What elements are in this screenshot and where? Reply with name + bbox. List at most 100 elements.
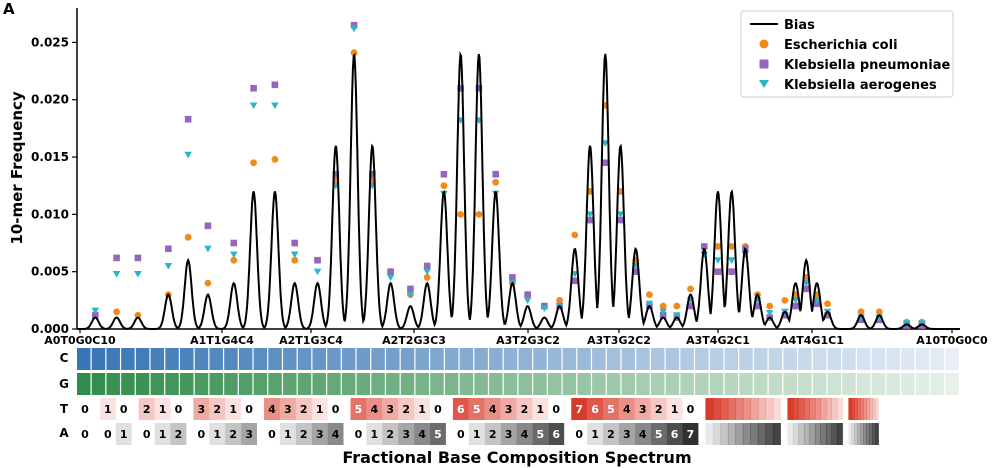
row-c-segment <box>415 348 429 370</box>
row-g-segment <box>224 373 238 395</box>
row-g-segment <box>268 373 282 395</box>
row-c-segment <box>621 348 636 370</box>
row-t-cell <box>650 398 667 420</box>
kaero-point <box>700 251 709 259</box>
row-c-segment <box>459 348 474 370</box>
row-g-segment <box>739 373 753 395</box>
row-t-number: 0 <box>552 403 560 416</box>
row-g-segment <box>106 373 120 395</box>
row-t-cell <box>99 398 116 420</box>
y-tick-label: 0.020 <box>31 93 69 107</box>
row-t-number: 0 <box>81 403 89 416</box>
kpneu-point <box>314 256 321 264</box>
kaero-point <box>645 300 654 308</box>
row-c-segment <box>901 348 915 370</box>
row-c-segment <box>194 348 209 370</box>
row-g-segment <box>621 373 636 395</box>
row-a-number: 4 <box>639 428 647 441</box>
row-g-segment <box>709 373 724 395</box>
row-c-segment <box>842 348 856 370</box>
ecoli-point <box>714 243 722 250</box>
row-a-tail <box>750 423 759 445</box>
row-g-segment <box>856 373 871 395</box>
row-a-tail <box>757 423 766 445</box>
row-a-tail <box>814 423 821 445</box>
kaero-point <box>586 211 594 218</box>
row-g-segment <box>356 373 371 395</box>
row-c-segment <box>91 348 106 370</box>
kpneu-point <box>700 243 708 250</box>
row-g-segment <box>518 373 533 395</box>
kaero-point <box>112 270 121 278</box>
row-a-number: 2 <box>229 428 237 441</box>
row-t-cell <box>634 398 651 420</box>
kaero-point <box>601 140 610 147</box>
row-t-number: 1 <box>418 403 426 416</box>
row-a-tail <box>809 423 816 445</box>
row-c-segment <box>753 348 768 370</box>
row-c-segment <box>77 348 91 370</box>
kpneu-point <box>571 277 579 285</box>
row-c-segment <box>812 348 827 370</box>
row-t-number: 3 <box>284 403 292 416</box>
row-t-cell <box>414 398 430 420</box>
ecoli-point <box>492 178 500 186</box>
row-t-cell <box>295 398 312 420</box>
row-g-segment <box>724 373 739 395</box>
row-a-number: 5 <box>434 428 442 441</box>
row-a-number: 6 <box>552 428 560 441</box>
row-a-number: 4 <box>521 428 529 441</box>
row-t-number: 2 <box>143 403 151 416</box>
row-a-number: 4 <box>332 428 340 441</box>
row-a-cell <box>170 423 187 445</box>
kpneu-point <box>407 285 414 293</box>
row-t-cell <box>618 398 635 420</box>
ecoli-point <box>457 210 465 218</box>
kaero-point <box>184 151 192 159</box>
row-g-segment <box>474 373 488 395</box>
legend-frame <box>740 10 954 98</box>
kpneu-point <box>632 268 640 275</box>
row-t-number: 3 <box>639 403 647 416</box>
legend-label-kaero: Klebsiella aerogenes <box>784 78 937 93</box>
kpneu-point <box>802 285 810 293</box>
row-t-number: 6 <box>457 403 465 416</box>
row-t-tail <box>803 398 810 420</box>
row-t-number: 0 <box>245 403 253 416</box>
kaero-point <box>813 297 821 304</box>
row-t-cell <box>193 398 210 420</box>
kpneu-point <box>423 262 431 270</box>
row-t-number: 7 <box>575 403 583 416</box>
row-a-cell <box>209 423 226 445</box>
row-c-segment <box>665 348 680 370</box>
kpneu-point <box>509 274 516 281</box>
kpneu-point <box>524 291 531 298</box>
row-t-tail <box>860 398 864 420</box>
row-t-number: 5 <box>473 403 481 416</box>
row-t-cell <box>398 398 415 420</box>
row-a-tail <box>825 423 832 445</box>
row-a-cell <box>532 423 549 445</box>
kpneu-point <box>387 268 394 275</box>
row-t-cell <box>350 398 367 420</box>
kpneu-point <box>250 84 257 92</box>
row-a-number: 0 <box>81 428 89 441</box>
row-a-cell <box>225 423 242 445</box>
row-a-tail <box>863 423 867 445</box>
row-t-number: 3 <box>386 403 394 416</box>
kpneu-point <box>586 216 594 224</box>
row-t-tail <box>720 398 729 420</box>
row-t-tail <box>735 398 744 420</box>
row-t-tail <box>765 398 774 420</box>
x-tick-label: A2T2G3C3 <box>382 334 446 347</box>
row-g-segment <box>930 373 945 395</box>
ecoli-point <box>659 302 667 310</box>
kaero-point <box>765 309 774 317</box>
legend-swatch-kpneu <box>759 59 769 69</box>
row-t-number: 1 <box>159 403 167 416</box>
row-g-segment <box>400 373 415 395</box>
kpneu-point <box>350 21 358 29</box>
